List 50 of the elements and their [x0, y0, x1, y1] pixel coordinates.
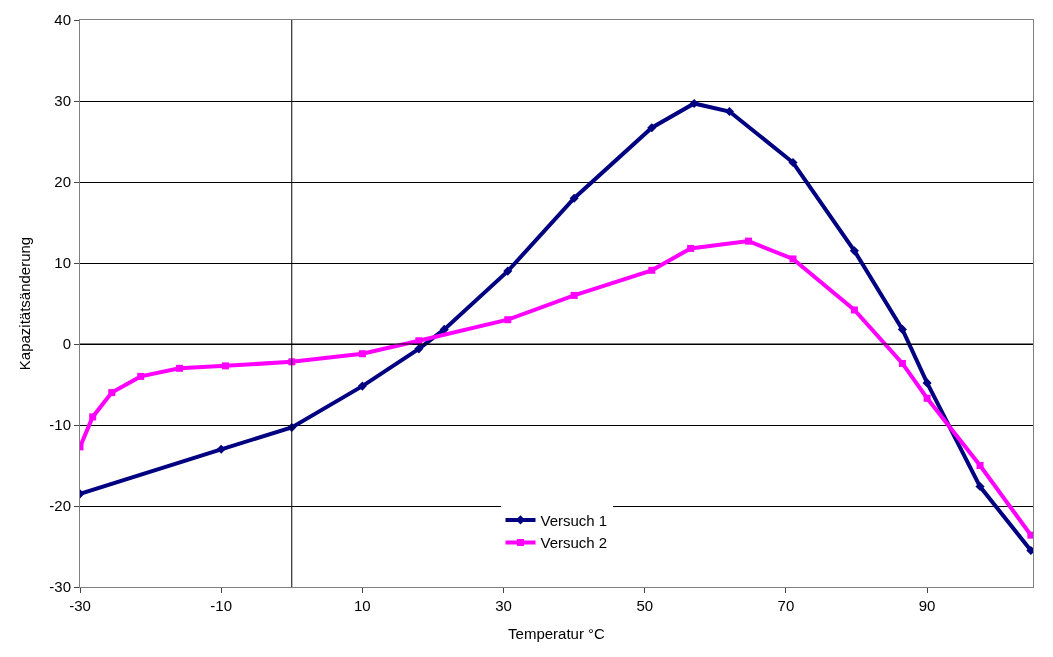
legend-label: Versuch 2: [540, 534, 608, 552]
point: [648, 266, 656, 274]
y-tick-label: 20: [54, 173, 71, 191]
point: [569, 193, 579, 203]
point: [647, 123, 657, 133]
point: [503, 266, 513, 276]
point: [89, 413, 97, 421]
point: [357, 381, 367, 391]
point: [439, 324, 449, 334]
y-tick-label: 10: [54, 254, 71, 272]
y-tick-label: -10: [49, 416, 71, 434]
point: [789, 255, 797, 263]
x-tick-label: -30: [69, 597, 91, 614]
point: [923, 394, 931, 402]
point: [216, 444, 226, 454]
point: [689, 98, 699, 108]
y-tick-label: 30: [54, 92, 71, 110]
point: [724, 106, 734, 117]
point: [687, 244, 695, 252]
point: [898, 359, 906, 367]
x-axis-title: Temperatur °C: [508, 625, 606, 642]
point: [975, 482, 985, 492]
point: [745, 237, 753, 245]
x-tick-label: 30: [495, 597, 512, 614]
point: [504, 316, 512, 324]
point: [897, 324, 907, 334]
point: [788, 158, 798, 168]
y-tick-label: -20: [49, 497, 71, 515]
y-axis-title: Kapazitätsänderung: [15, 236, 33, 371]
point: [849, 246, 859, 256]
point: [137, 372, 145, 380]
point: [414, 344, 424, 354]
point: [850, 306, 858, 314]
point: [976, 462, 984, 469]
x-tick-label: -10: [210, 597, 233, 614]
point: [1027, 531, 1033, 539]
y-tick-label: 40: [54, 11, 71, 29]
point: [358, 350, 366, 358]
x-tick-label: 70: [777, 597, 795, 614]
x-tick-label: 90: [918, 597, 936, 614]
y-tick-label: -30: [49, 578, 71, 596]
point: [922, 378, 932, 388]
point: [176, 364, 184, 372]
y-tick-label: 0: [62, 335, 71, 353]
point: [108, 389, 116, 397]
point: [221, 362, 229, 370]
x-tick-label: 50: [636, 597, 654, 614]
legend-label: Versuch 1: [540, 511, 608, 529]
point: [570, 291, 578, 299]
x-tick-label: 10: [354, 597, 371, 614]
